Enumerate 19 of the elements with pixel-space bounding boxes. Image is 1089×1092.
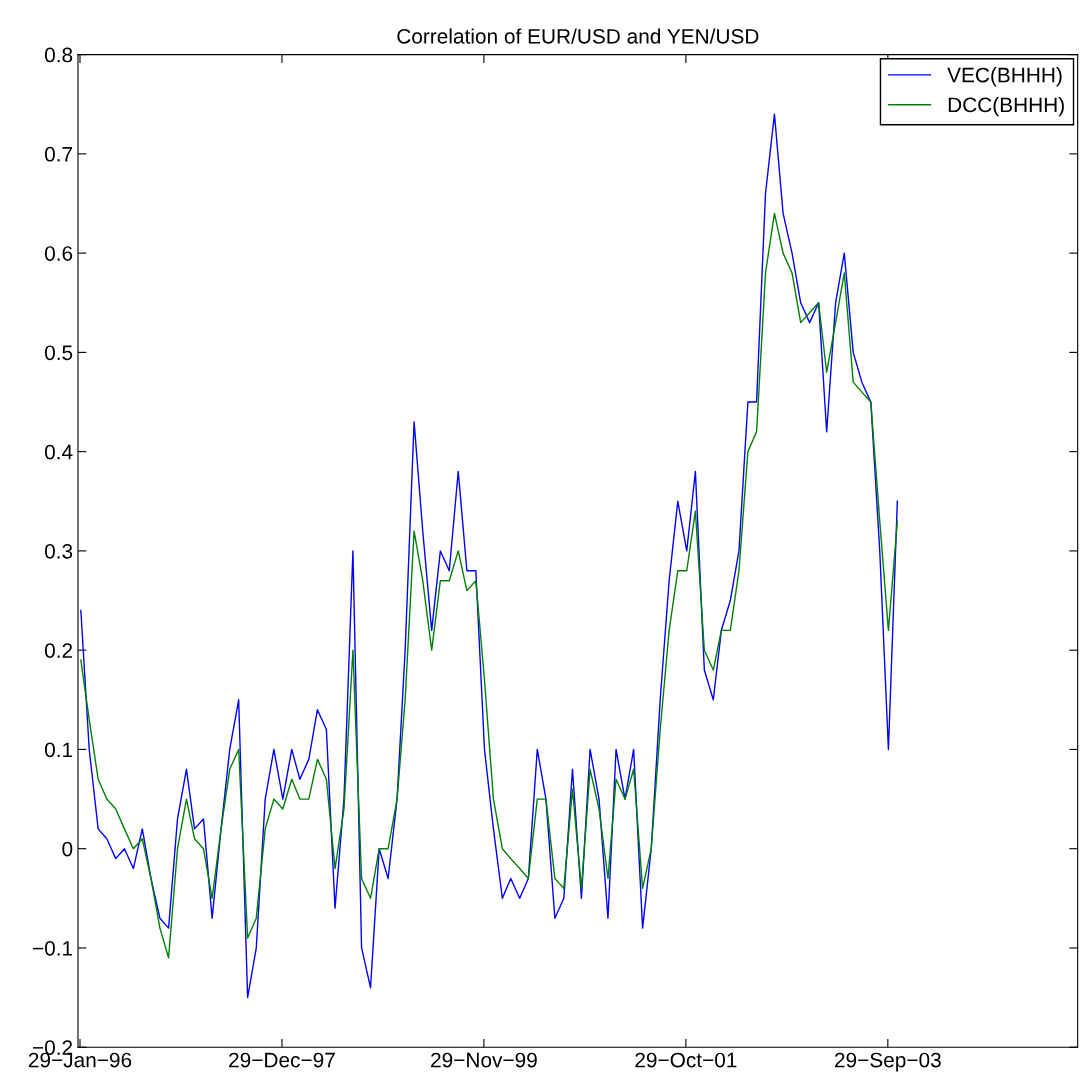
y-tick-label: 0.5 — [44, 345, 73, 361]
line-series — [80, 113, 899, 999]
legend-label: DCC(BHHH) — [948, 96, 1064, 117]
y-tick-label: 0.1 — [44, 742, 73, 758]
y-tick-label: 0.2 — [44, 643, 73, 658]
y-tick-label: 0.8 — [44, 47, 73, 63]
x-tick-label: 29−Nov−99 — [431, 1052, 537, 1068]
legend-label: VEC(BHHH) — [947, 67, 1062, 87]
x-tick-label: 29−Oct−01 — [635, 1052, 737, 1068]
y-tick-label: 0.4 — [44, 444, 73, 460]
y-tick-label: 0 — [62, 841, 73, 857]
chart-title: Correlation of EUR/USD and YEN/USD — [397, 28, 759, 44]
x-tick-label: 29−Sep−03 — [835, 1052, 941, 1072]
y-tick-label: −0.1 — [33, 940, 73, 956]
x-tick-label: 29−Dec−97 — [229, 1052, 335, 1068]
line-series — [80, 212, 899, 959]
y-tick-label: 0.6 — [44, 246, 73, 261]
y-tick-label: 0.3 — [44, 543, 73, 559]
y-tick-label: 0.7 — [44, 146, 73, 162]
